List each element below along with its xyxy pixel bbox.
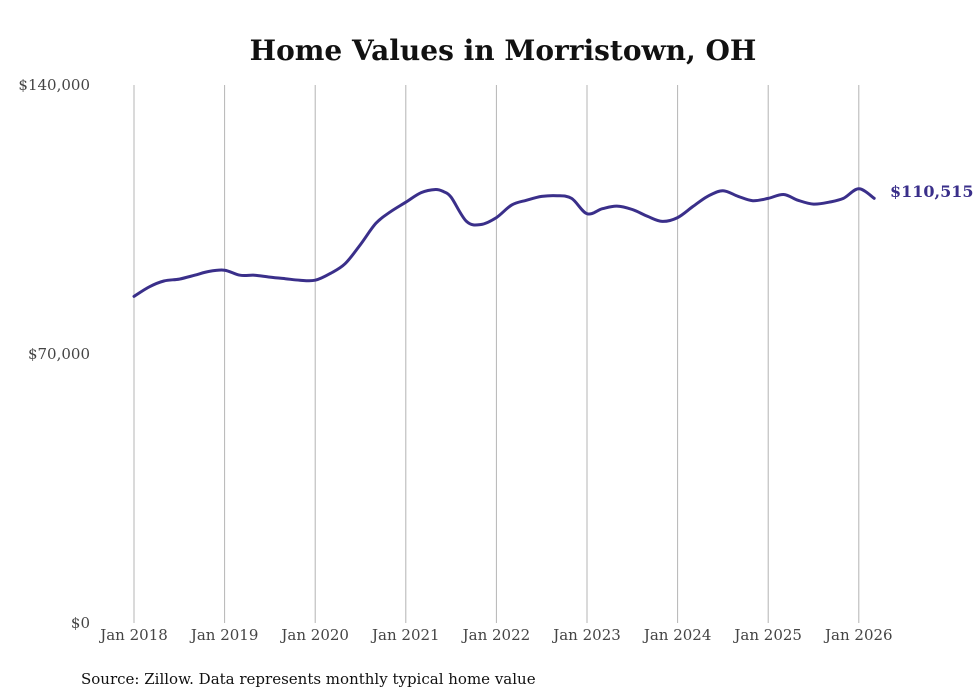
x-tick-label-0: Jan 2018 <box>98 626 168 644</box>
x-tick-label-1: Jan 2019 <box>189 626 259 644</box>
x-tick-label-8: Jan 2026 <box>823 626 893 644</box>
x-tick-label-3: Jan 2021 <box>370 626 440 644</box>
x-tick-label-4: Jan 2022 <box>461 626 531 644</box>
y-tick-label-1: $70,000 <box>28 345 90 363</box>
end-value-label: $110,515 <box>890 182 974 201</box>
chart-title: Home Values in Morristown, OH <box>250 34 757 67</box>
x-tick-label-5: Jan 2023 <box>551 626 621 644</box>
y-tick-label-2: $140,000 <box>18 76 90 94</box>
x-tick-label-2: Jan 2020 <box>279 626 349 644</box>
series-line-home-value <box>132 187 876 298</box>
y-axis-tick-labels: $0 $70,000 $140,000 <box>18 76 90 632</box>
x-axis-tick-labels: Jan 2018 Jan 2019 Jan 2020 Jan 2021 Jan 2022… <box>98 626 892 644</box>
x-tick-label-7: Jan 2025 <box>732 626 802 644</box>
y-tick-label-0: $0 <box>71 614 90 632</box>
vertical-gridlines <box>133 85 860 623</box>
x-tick-label-6: Jan 2024 <box>642 626 712 644</box>
source-note: Source: Zillow. Data represents monthly … <box>81 670 536 688</box>
